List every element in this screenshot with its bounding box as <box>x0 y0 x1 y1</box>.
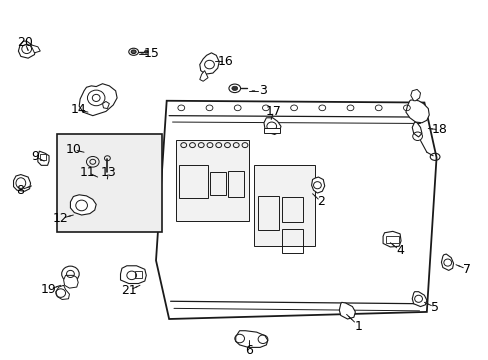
Bar <box>210 172 225 195</box>
Text: 16: 16 <box>218 54 233 68</box>
Polygon shape <box>441 254 453 270</box>
Text: 17: 17 <box>265 105 281 118</box>
Text: 5: 5 <box>430 301 438 314</box>
Polygon shape <box>410 89 420 101</box>
Polygon shape <box>120 266 146 284</box>
Text: 10: 10 <box>65 143 81 156</box>
Polygon shape <box>411 292 426 307</box>
Polygon shape <box>19 41 35 58</box>
Polygon shape <box>38 151 49 165</box>
Text: 6: 6 <box>245 345 253 357</box>
Text: 15: 15 <box>143 48 159 60</box>
Text: 18: 18 <box>431 123 447 136</box>
Text: 20: 20 <box>17 36 33 49</box>
Polygon shape <box>411 122 421 137</box>
Text: 19: 19 <box>41 283 57 296</box>
Polygon shape <box>235 331 267 347</box>
Text: 3: 3 <box>259 84 266 97</box>
Polygon shape <box>405 100 428 123</box>
Text: 4: 4 <box>395 244 403 257</box>
Bar <box>282 197 302 222</box>
Polygon shape <box>79 84 117 116</box>
Text: 12: 12 <box>53 212 68 225</box>
Polygon shape <box>70 195 96 215</box>
Bar <box>179 165 207 198</box>
Bar <box>254 165 314 246</box>
Bar <box>40 154 46 160</box>
Ellipse shape <box>231 86 237 90</box>
Text: 21: 21 <box>121 284 136 297</box>
Bar <box>176 140 249 221</box>
Ellipse shape <box>131 50 136 54</box>
Polygon shape <box>156 101 436 319</box>
Text: 13: 13 <box>100 166 116 179</box>
Polygon shape <box>311 177 324 193</box>
Polygon shape <box>63 275 78 288</box>
Text: 8: 8 <box>16 184 24 197</box>
Polygon shape <box>200 53 219 74</box>
Bar <box>258 195 278 230</box>
Ellipse shape <box>144 50 148 53</box>
Polygon shape <box>382 231 400 247</box>
Text: 2: 2 <box>317 195 325 208</box>
Text: 1: 1 <box>354 320 362 333</box>
Polygon shape <box>14 175 30 191</box>
Bar <box>282 229 302 253</box>
Polygon shape <box>264 118 281 135</box>
Bar <box>135 271 142 278</box>
Polygon shape <box>200 71 207 81</box>
Text: 11: 11 <box>80 166 96 179</box>
Text: 7: 7 <box>462 263 470 276</box>
Polygon shape <box>102 102 109 109</box>
Polygon shape <box>339 302 355 319</box>
Polygon shape <box>30 45 40 53</box>
Text: 14: 14 <box>70 103 86 116</box>
Bar <box>228 171 244 197</box>
Text: 9: 9 <box>31 150 39 163</box>
Polygon shape <box>264 129 279 133</box>
Bar <box>385 236 398 243</box>
Polygon shape <box>56 285 69 300</box>
Bar <box>57 135 162 232</box>
